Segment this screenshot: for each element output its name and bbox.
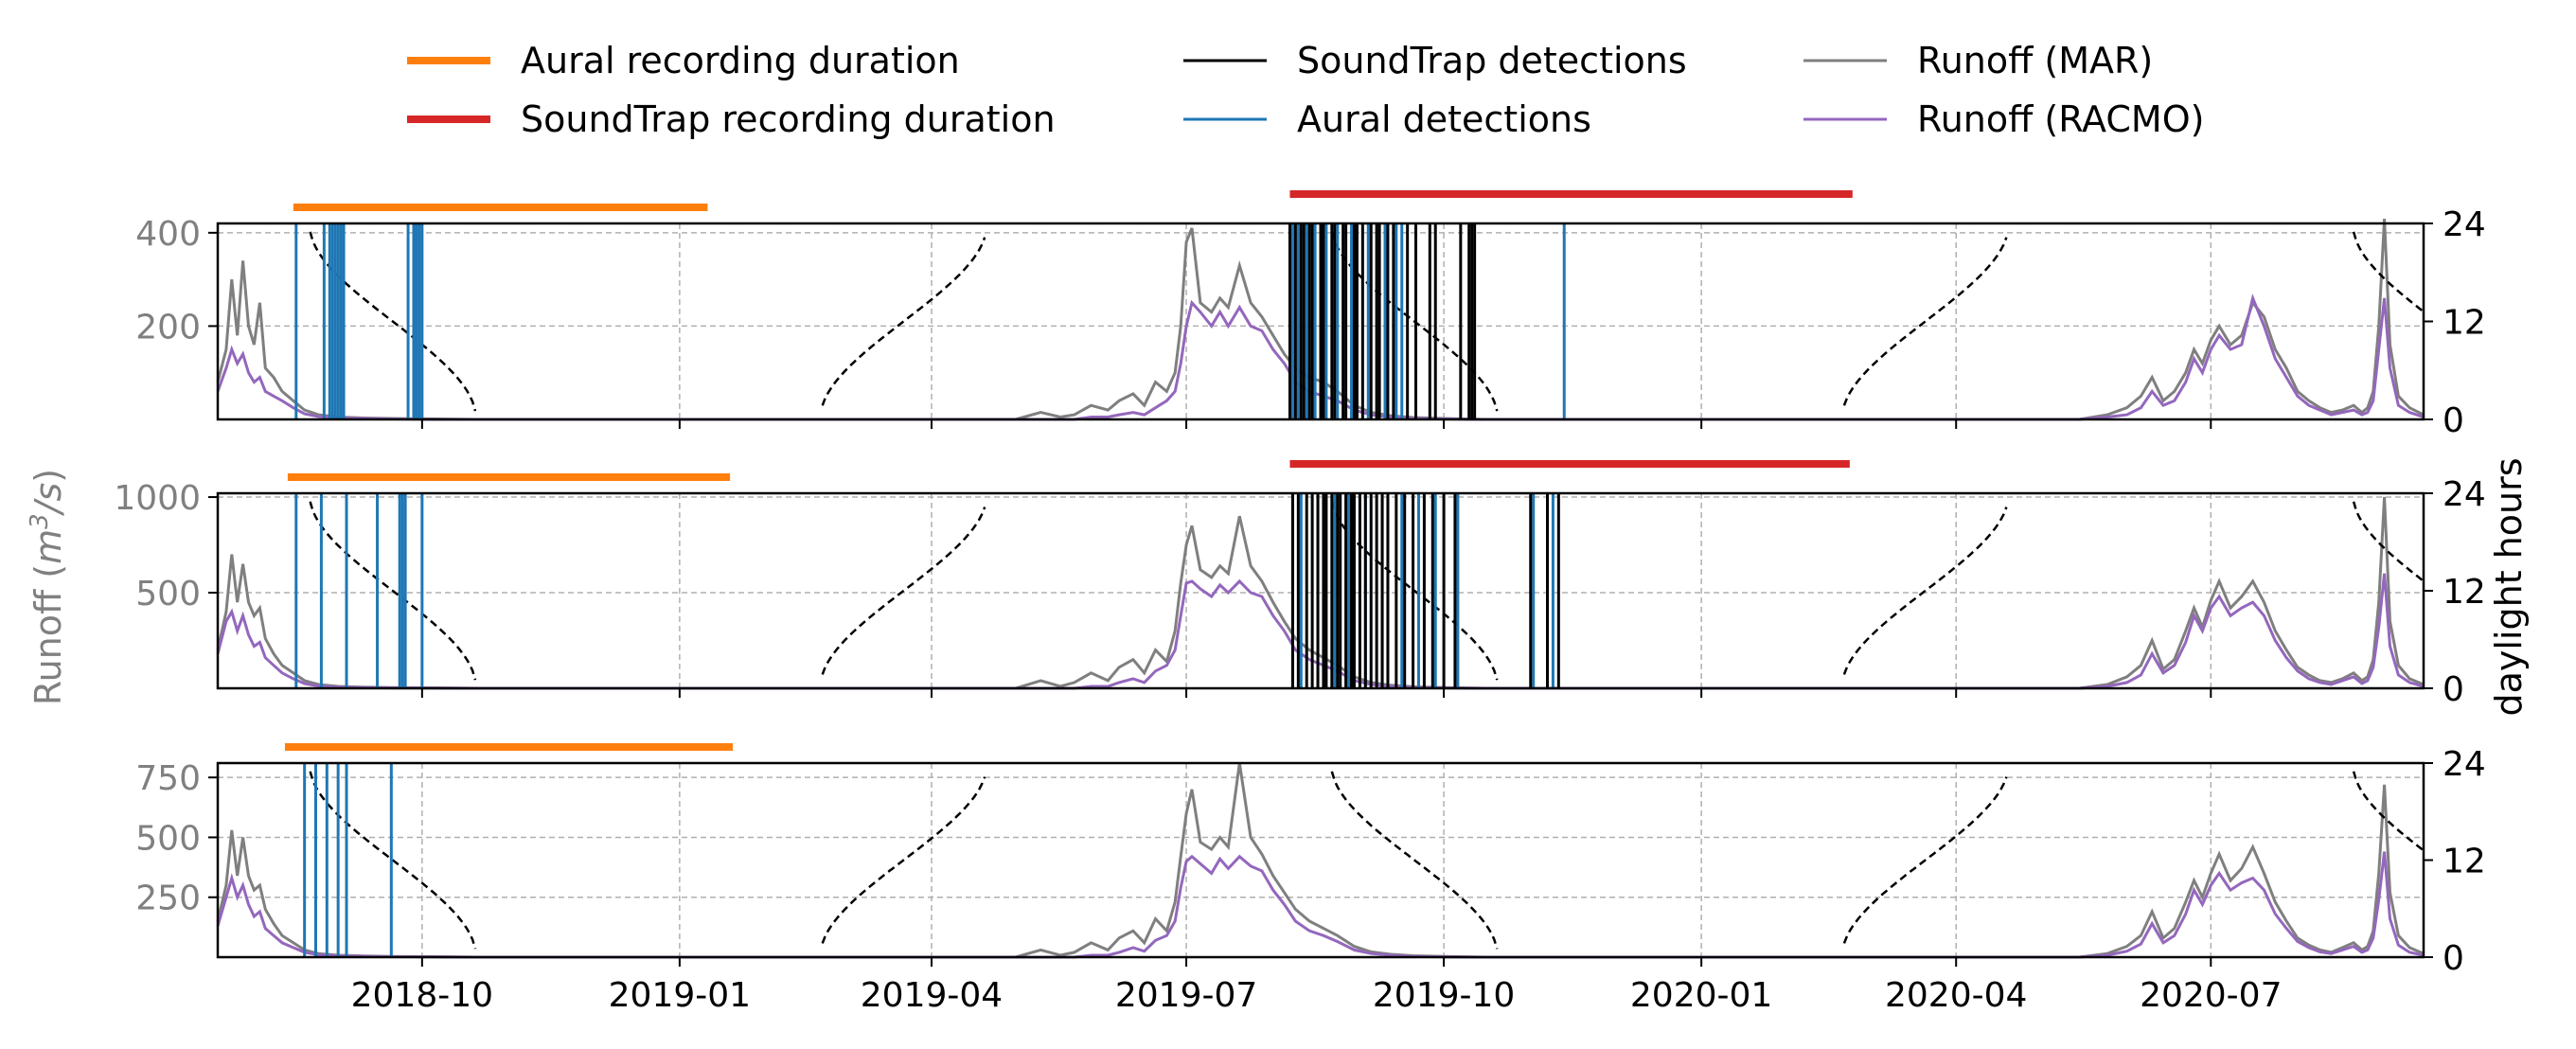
y-tick-label: 750 [135,759,201,798]
panel-1: 200 400 0 12 24 [135,190,2486,440]
x-tick-label: 2019-01 [609,976,751,1015]
daylight-curve [1330,771,1499,950]
y-axis-label-daylight: daylight hours [2488,457,2530,716]
runoff-mar-line [216,762,2425,959]
panel-2: 500 1000 0 12 24 [114,460,2486,709]
x-tick-label: 2019-07 [1115,976,1257,1015]
legend-label: Aural recording duration [521,40,960,81]
x-tick-label: 2020-04 [1885,976,2027,1015]
daylight-curve [821,776,986,944]
x-tick-label: 2019-10 [1373,976,1515,1015]
daylight-curve [1842,507,2008,675]
daylight-tick-label: 12 [2443,304,2486,343]
legend-label: SoundTrap detections [1297,40,1687,81]
daylight-curve [1842,237,2008,406]
legend-label: SoundTrap recording duration [521,98,1056,140]
daylight-curve [2352,771,2425,852]
panel-frame [216,491,2425,690]
daylight-tick-label: 24 [2443,205,2486,244]
daylight-tick-label: 24 [2443,475,2486,514]
y-tick-label: 500 [135,819,201,858]
runoff-racmo-line [216,573,2425,690]
x-tick-label: 2020-07 [2140,976,2282,1015]
legend-label: Aural detections [1297,98,1591,140]
daylight-tick-label: 24 [2443,745,2486,784]
legend-label: Runoff (RACMO) [1917,98,2204,140]
runoff-racmo-line [216,851,2425,959]
x-tick-label: 2020-01 [1630,976,1772,1015]
daylight-tick-label: 0 [2443,939,2464,978]
x-tick-label: 2018-10 [351,976,493,1015]
daylight-curve [821,237,986,406]
panels: 200 400 0 12 24 500 1000 0 12 24 250 500 750 0 12 24 201… [114,190,2486,1015]
panel-3: 250 500 750 0 12 24 2018-10 2019-01 2019-04 2019-… [135,743,2486,1015]
y-tick-label: 250 [135,880,201,918]
y-axis-label-runoff: Runoff (m3/s) [26,469,69,705]
daylight-curve [1842,776,2008,944]
daylight-curve [309,501,477,681]
y-tick-label: 1000 [114,479,201,518]
daylight-curve [2352,231,2425,313]
daylight-curve [2352,501,2425,582]
legend-label: Runoff (MAR) [1917,40,2153,81]
daylight-tick-label: 12 [2443,573,2486,612]
daylight-tick-label: 12 [2443,843,2486,881]
y-tick-label: 500 [135,575,201,613]
legend: Aural recording duration SoundTrap record… [407,40,2204,140]
daylight-curve [821,507,986,675]
y-tick-label: 400 [135,215,201,254]
x-tick-label: 2019-04 [861,976,1003,1015]
daylight-tick-label: 0 [2443,401,2464,440]
daylight-tick-label: 0 [2443,670,2464,709]
y-tick-label: 200 [135,308,201,347]
